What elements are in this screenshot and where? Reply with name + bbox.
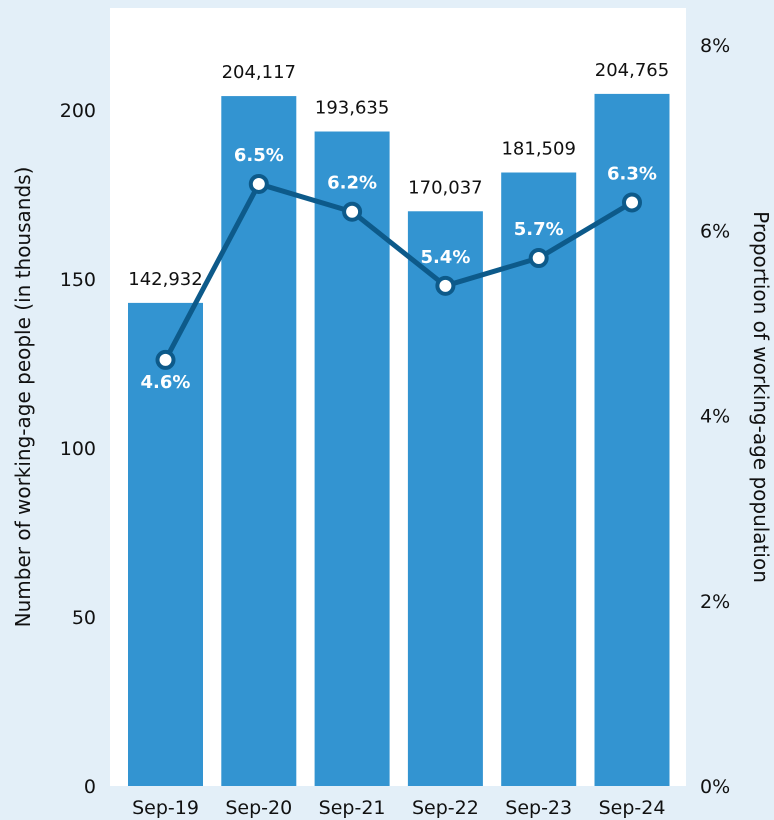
percent-label: 6.5% [234, 145, 284, 166]
percent-label: 4.6% [141, 372, 191, 393]
x-tick-label: Sep-23 [505, 797, 572, 819]
percent-labels-group: 4.6% 6.5% 6.2% 5.4% 5.7% 6.3% [141, 145, 657, 393]
x-tick-label: Sep-20 [225, 797, 292, 819]
bar-value-label: 142,932 [128, 269, 202, 290]
bar-value-label: 193,635 [315, 98, 389, 119]
line-group [155, 173, 642, 370]
plot-area [110, 8, 686, 786]
bars-group [128, 93, 670, 787]
line-point [528, 248, 549, 269]
percent-label: 5.7% [514, 219, 564, 240]
bar-sep-22 [407, 211, 483, 787]
y-tick-label: 150 [60, 269, 96, 291]
bar-value-label: 170,037 [408, 177, 482, 198]
bar-labels-group: 142,932 204,117 193,635 170,037 181,509 204,7… [128, 60, 669, 290]
x-tick-label: Sep-19 [132, 797, 199, 819]
x-tick-label: Sep-22 [412, 797, 479, 819]
bar-sep-23 [501, 172, 577, 786]
line-point [155, 349, 176, 370]
bar-sep-21 [314, 131, 390, 787]
y2-tick-label: 0% [700, 776, 730, 798]
y2-tick-label: 4% [700, 406, 730, 428]
percent-label: 5.4% [420, 247, 470, 268]
x-axis-ticks: Sep-19 Sep-20 Sep-21 Sep-22 Sep-23 Sep-24 [132, 797, 665, 819]
y-tick-label: 200 [60, 100, 96, 122]
line-point [435, 275, 456, 296]
y-tick-label: 50 [72, 607, 96, 629]
y2-tick-label: 8% [700, 35, 730, 57]
line-point [622, 192, 642, 213]
y2-tick-label: 6% [700, 220, 730, 242]
y2-tick-label: 2% [700, 591, 730, 613]
bar-value-label: 181,509 [501, 138, 575, 159]
y-tick-label: 0 [84, 776, 96, 798]
y-axis-title: Number of working-age people (in thousan… [11, 167, 35, 628]
percent-label: 6.3% [607, 163, 657, 184]
y2-axis-title: Proportion of working-age population [749, 211, 773, 583]
percent-label: 6.2% [327, 173, 377, 194]
line-point [342, 201, 363, 222]
bar-sep-20 [221, 96, 297, 787]
bar-value-label: 204,117 [222, 62, 296, 83]
line-point [248, 173, 269, 194]
y-axis-ticks: 0 50 100 150 200 [60, 100, 96, 798]
bar-sep-19 [128, 302, 203, 786]
proportion-line [163, 181, 634, 362]
x-tick-label: Sep-21 [319, 797, 386, 819]
x-tick-label: Sep-24 [599, 797, 666, 819]
bar-value-label: 204,765 [595, 60, 669, 81]
y-tick-label: 100 [60, 438, 96, 460]
y2-axis-ticks: 0% 2% 4% 6% 8% [700, 35, 730, 798]
